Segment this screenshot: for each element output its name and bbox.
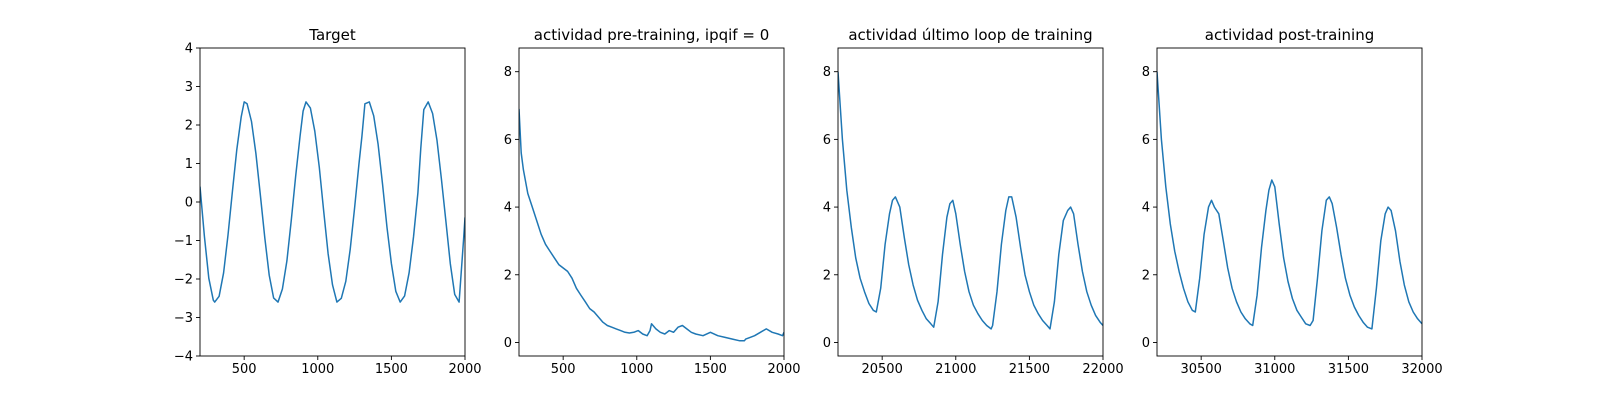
x-tick-label: 22000 — [1082, 362, 1123, 377]
series-line-1 — [1157, 71, 1422, 330]
y-tick-label: 0 — [185, 196, 193, 211]
y-tick-label: 4 — [504, 201, 512, 216]
chart-panel-4: 30500 31000 31500 32000 0 2 4 6 8 actividad post-… — [1142, 26, 1443, 377]
y-tick-label: 0 — [1142, 336, 1150, 351]
x-tick-label: 1000 — [301, 362, 334, 377]
y-tick-label: 4 — [1142, 201, 1150, 216]
y-tick-label: −1 — [174, 234, 193, 249]
x-tick-label: 1000 — [620, 362, 653, 377]
y-tick-label: −2 — [174, 273, 193, 288]
chart-panel-3: 20500 21000 21500 22000 0 2 4 6 8 actividad últim… — [823, 26, 1124, 377]
y-tick-label: −3 — [174, 311, 193, 326]
axes-frame — [518, 47, 785, 357]
y-tick-label: 0 — [823, 336, 831, 351]
series-line-1 — [519, 108, 784, 342]
x-tick-label: 31500 — [1328, 362, 1369, 377]
y-tick-label: 6 — [823, 133, 831, 148]
axes-frame — [837, 47, 1104, 357]
y-tick-label: 4 — [823, 201, 831, 216]
y-tick-label: 2 — [823, 268, 831, 283]
y-tick-label: 2 — [1142, 268, 1150, 283]
x-tick-label: 1500 — [694, 362, 727, 377]
y-tick-label: 2 — [185, 119, 193, 134]
x-tick-label: 30500 — [1180, 362, 1221, 377]
axes-frame — [199, 47, 466, 357]
y-tick-label: 0 — [504, 336, 512, 351]
chart-panel-1: 500 1000 1500 2000 −4 −3 −2 −1 0 1 2 3 4 Target — [174, 26, 482, 377]
series-line-1 — [838, 71, 1103, 330]
x-tick-label: 32000 — [1401, 362, 1442, 377]
x-tick-label: 20500 — [861, 362, 902, 377]
y-tick-label: 8 — [504, 65, 512, 80]
x-tick-label: 500 — [551, 362, 576, 377]
y-tick-label: 4 — [185, 42, 193, 57]
y-tick-label: 2 — [504, 268, 512, 283]
y-tick-label: 1 — [185, 157, 193, 172]
chart-title: actividad post-training — [1205, 26, 1374, 44]
x-tick-label: 2000 — [767, 362, 800, 377]
chart-title: actividad último loop de training — [848, 26, 1092, 44]
y-tick-label: 8 — [1142, 65, 1150, 80]
y-tick-label: 6 — [504, 133, 512, 148]
y-tick-label: 6 — [1142, 133, 1150, 148]
y-tick-label: 8 — [823, 65, 831, 80]
x-tick-label: 500 — [232, 362, 257, 377]
x-tick-label: 21000 — [935, 362, 976, 377]
chart-title: Target — [308, 26, 356, 44]
y-tick-label: 3 — [185, 80, 193, 95]
y-tick-label: −4 — [174, 350, 193, 365]
chart-panel-2: 500 1000 1500 2000 0 2 4 6 8 actividad pre-traini… — [504, 26, 801, 377]
axes-frame — [1156, 47, 1423, 357]
x-tick-label: 2000 — [448, 362, 481, 377]
x-tick-label: 1500 — [375, 362, 408, 377]
chart-title: actividad pre-training, ipqif = 0 — [534, 26, 770, 44]
x-tick-label: 31000 — [1254, 362, 1295, 377]
x-tick-label: 21500 — [1009, 362, 1050, 377]
series-line-1 — [200, 101, 465, 303]
